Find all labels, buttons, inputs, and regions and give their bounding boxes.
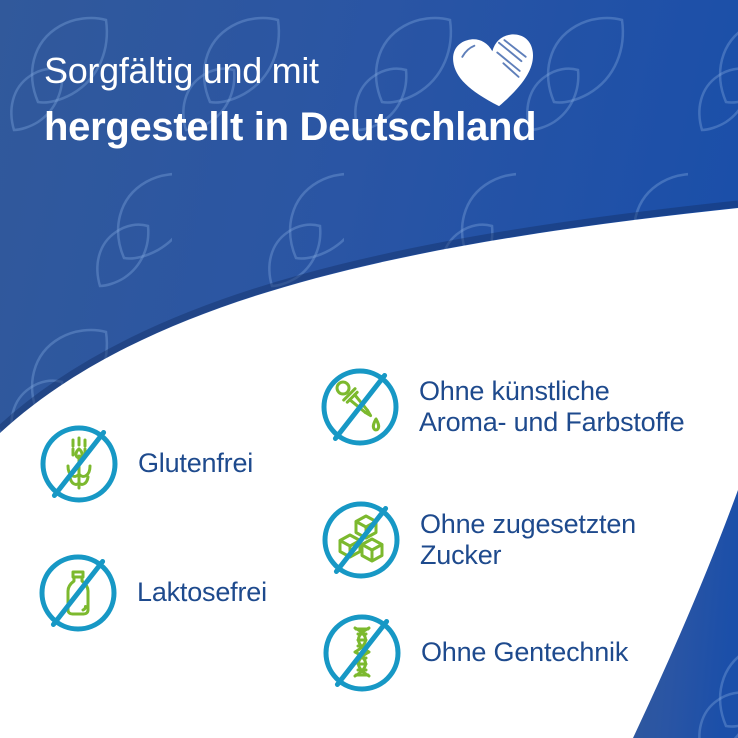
feature-label: Ohne zugesetzten Zucker (420, 508, 636, 570)
feature-glutenfrei: Glutenfrei (37, 422, 253, 506)
headline-line1: Sorgfältig und mit (44, 50, 319, 91)
feature-laktosefrei: Laktosefrei (36, 551, 267, 635)
no-gluten-icon (40, 425, 118, 503)
heart-icon (453, 34, 533, 107)
no-added-sugar-icon (322, 501, 400, 579)
feature-label: Glutenfrei (138, 448, 254, 479)
feature-ohne-aroma-farbstoffe: Ohne künstliche Aroma- und Farbstoffe (318, 365, 685, 449)
feature-ohne-zucker: Ohne zugesetzten Zucker (319, 498, 636, 582)
curve-shadow (0, 200, 738, 432)
feature-label: Ohne künstliche Aroma- und Farbstoffe (419, 375, 685, 437)
headline: Sorgfältig und mit hergestellt in Deutsc… (44, 48, 537, 152)
no-lactose-icon (39, 554, 117, 632)
white-curve-region (0, 208, 738, 738)
feature-label: Laktosefrei (137, 577, 267, 608)
no-gmo-icon (323, 614, 401, 692)
headline-line2: hergestellt in Deutschland (44, 104, 537, 149)
feature-label: Ohne Gentechnik (421, 637, 629, 668)
feature-ohne-gentechnik: Ohne Gentechnik (320, 611, 628, 695)
corner-wedge-leaves (633, 490, 738, 738)
no-artificial-flavors-icon (321, 368, 399, 446)
